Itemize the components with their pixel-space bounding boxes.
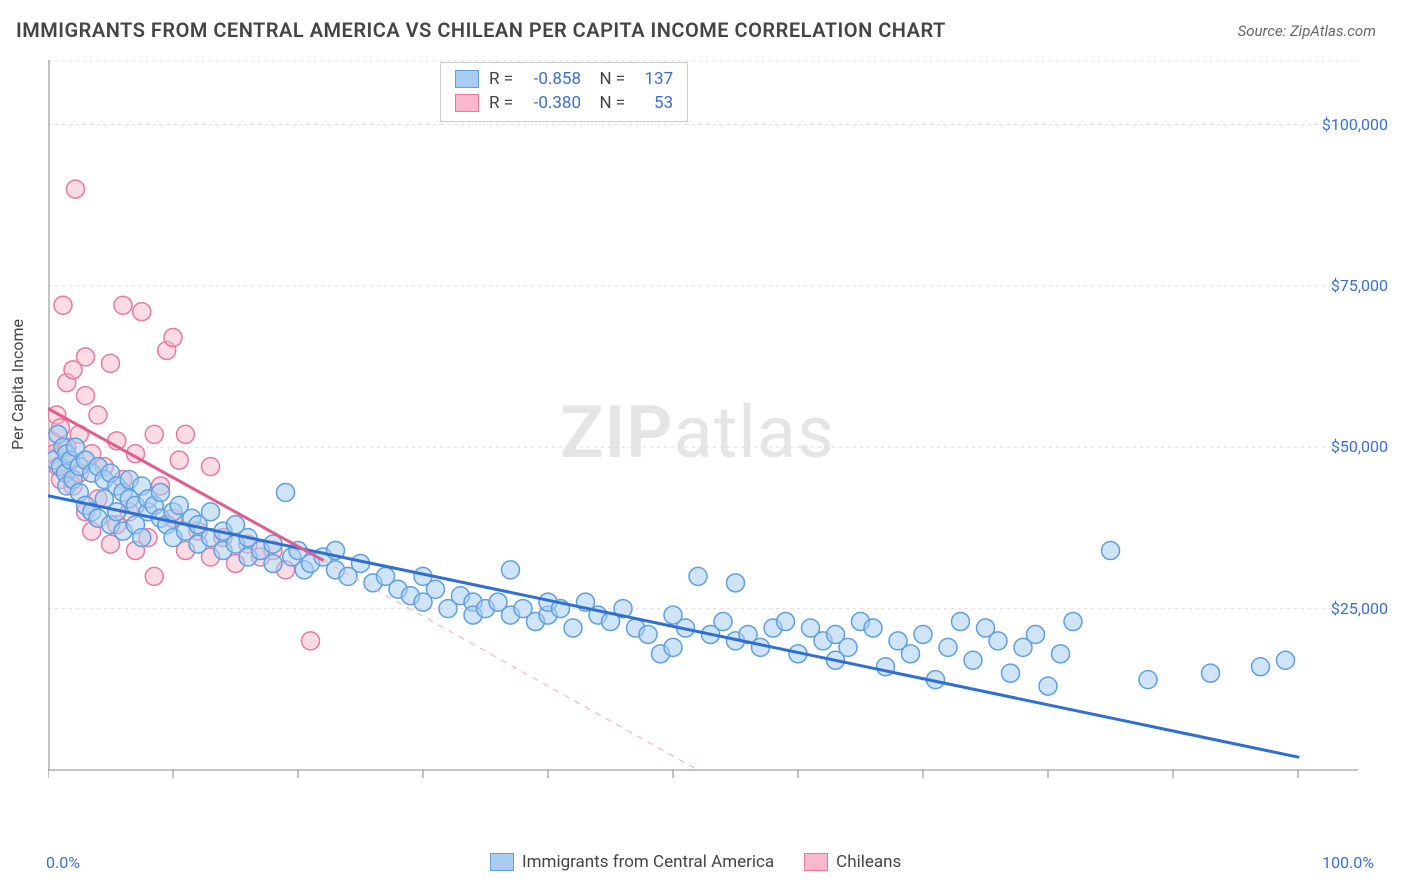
swatch-central: [455, 70, 479, 88]
legend-item-central: Immigrants from Central America: [490, 852, 774, 872]
legend-swatch-central: [490, 853, 514, 871]
y-tick-label: $100,000: [1322, 115, 1388, 134]
legend-swatch-chilean: [804, 853, 828, 871]
series-legend: Immigrants from Central America Chileans: [490, 852, 901, 872]
legend-row-chilean: R =-0.380 N =53: [455, 91, 673, 115]
source-label: Source: ZipAtlas.com: [1238, 22, 1376, 40]
scatter-plot: [48, 60, 1358, 800]
correlation-legend: R =-0.858 N =137 R =-0.380 N =53: [440, 62, 688, 122]
x-tick-max: 100.0%: [1322, 853, 1374, 872]
y-axis-label: Per Capita Income: [8, 319, 27, 450]
swatch-chilean: [455, 94, 479, 112]
x-tick-min: 0.0%: [46, 853, 80, 872]
y-tick-label: $50,000: [1331, 437, 1388, 456]
y-tick-label: $75,000: [1331, 276, 1388, 295]
chart-title: IMMIGRANTS FROM CENTRAL AMERICA VS CHILE…: [16, 18, 946, 42]
y-tick-label: $25,000: [1331, 599, 1388, 618]
legend-item-chilean: Chileans: [804, 852, 901, 872]
legend-row-central: R =-0.858 N =137: [455, 67, 673, 91]
